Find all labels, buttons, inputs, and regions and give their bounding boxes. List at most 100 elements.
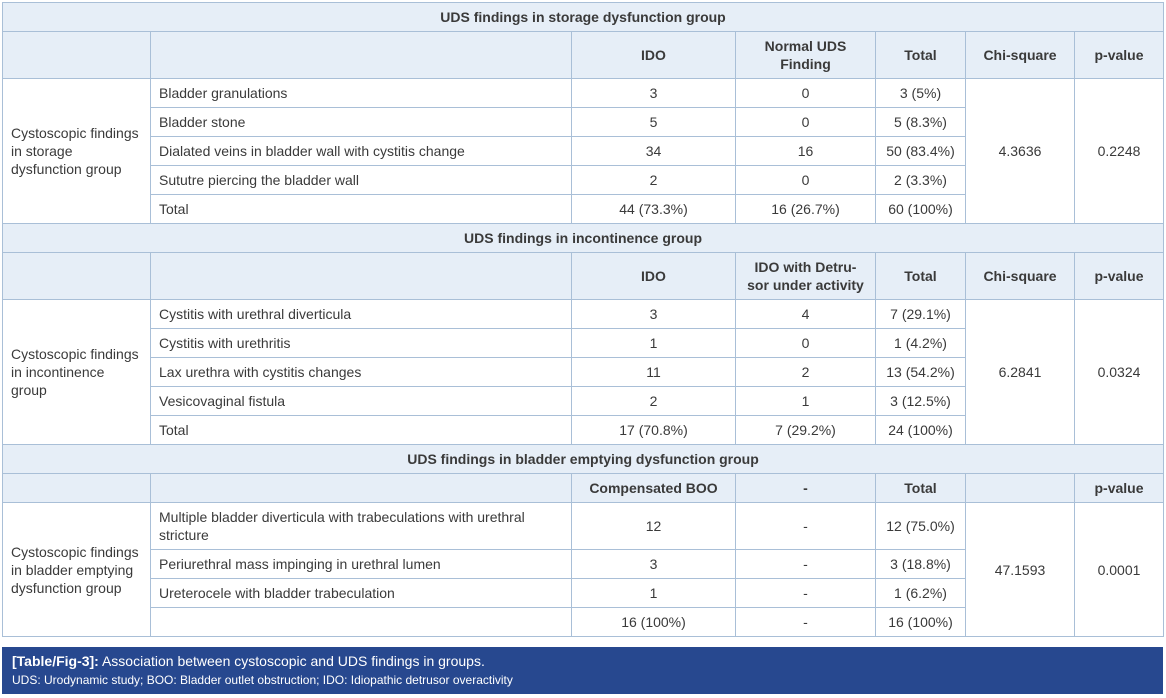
value-cell: 3 — [571, 299, 736, 329]
total-cell: 1 (6.2%) — [875, 578, 966, 608]
finding-cell: Total — [150, 415, 572, 445]
header-empty — [150, 252, 572, 300]
value-cell: 0 — [735, 328, 876, 358]
header-empty — [2, 31, 151, 79]
total-cell: 1 (4.2%) — [875, 328, 966, 358]
value-cell: 44 (73.3%) — [571, 194, 736, 224]
col-header: p-value — [1073, 31, 1165, 79]
value-cell: 2 — [735, 357, 876, 387]
group-label: Cystoscopic findings in bladder emptying… — [2, 502, 151, 637]
col-header: IDO with Detru-sor under activity — [735, 252, 876, 300]
table-row: Sututre piercing the bladder wall 2 0 2 … — [3, 165, 1164, 195]
finding-cell: Total — [150, 194, 572, 224]
value-cell: 12 — [571, 502, 736, 550]
value-cell: 5 — [571, 107, 736, 137]
chi-square-value: 4.3636 — [965, 78, 1075, 224]
value-cell: 17 (70.8%) — [571, 415, 736, 445]
total-cell: 16 (100%) — [875, 607, 966, 637]
value-cell: 1 — [571, 328, 736, 358]
total-cell: 3 (5%) — [875, 78, 966, 108]
col-header: Total — [875, 31, 966, 79]
total-cell: 24 (100%) — [875, 415, 966, 445]
value-cell: 16 (100%) — [571, 607, 736, 637]
header-row: IDO Normal UDS Finding Total Chi-square … — [2, 31, 1165, 79]
total-cell: 5 (8.3%) — [875, 107, 966, 137]
section-title-row: UDS findings in storage dysfunction grou… — [1, 2, 1165, 32]
finding-cell — [150, 607, 572, 637]
value-cell: 3 — [571, 549, 736, 579]
table-row: Vesicovaginal fistula 2 1 3 (12.5%) — [3, 386, 1164, 416]
value-cell: 1 — [735, 386, 876, 416]
group-label: Cystoscopic findings in storage dysfunct… — [2, 78, 151, 224]
col-header — [965, 473, 1075, 503]
table-row: Dialated veins in bladder wall with cyst… — [3, 136, 1164, 166]
col-header: - — [735, 473, 876, 503]
col-header: IDO — [571, 252, 736, 300]
chi-square-value: 6.2841 — [965, 299, 1075, 445]
section-title-row: UDS findings in incontinence group — [1, 223, 1165, 253]
col-header: p-value — [1073, 252, 1165, 300]
total-row: Total 44 (73.3%) 16 (26.7%) 60 (100%) — [3, 194, 1164, 224]
total-row: 16 (100%) - 16 (100%) — [3, 607, 1164, 637]
caption-label: [Table/Fig-3]: — [12, 653, 99, 669]
caption-text: Association between cystoscopic and UDS … — [98, 653, 485, 669]
value-cell: 0 — [735, 107, 876, 137]
total-cell: 12 (75.0%) — [875, 502, 966, 550]
total-cell: 7 (29.1%) — [875, 299, 966, 329]
finding-cell: Ureterocele with bladder trabeculation — [150, 578, 572, 608]
value-cell: 3 — [571, 78, 736, 108]
table-row: Cystitis with urethritis 1 0 1 (4.2%) — [3, 328, 1164, 358]
value-cell: 2 — [571, 165, 736, 195]
section-title: UDS findings in bladder emptying dysfunc… — [1, 444, 1165, 474]
caption-title: [Table/Fig-3]: Association between cysto… — [12, 652, 1153, 671]
header-empty — [150, 31, 572, 79]
col-header: Chi-square — [965, 31, 1075, 79]
finding-cell: Cystitis with urethral diverticula — [150, 299, 572, 329]
total-cell: 50 (83.4%) — [875, 136, 966, 166]
col-header: Normal UDS Finding — [735, 31, 876, 79]
total-cell: 60 (100%) — [875, 194, 966, 224]
table-row: Ureterocele with bladder trabeculation 1… — [3, 578, 1164, 608]
header-empty — [150, 473, 572, 503]
section-title: UDS findings in incontinence group — [1, 223, 1165, 253]
finding-cell: Lax urethra with cystitis changes — [150, 357, 572, 387]
value-cell: - — [735, 549, 876, 579]
finding-cell: Bladder granulations — [150, 78, 572, 108]
value-cell: 1 — [571, 578, 736, 608]
finding-cell: Periurethral mass impinging in urethral … — [150, 549, 572, 579]
table-row: Cystoscopic findings in incontinence gro… — [2, 299, 1165, 445]
value-cell: 7 (29.2%) — [735, 415, 876, 445]
total-cell: 13 (54.2%) — [875, 357, 966, 387]
table-row: Bladder stone 5 0 5 (8.3%) — [3, 107, 1164, 137]
finding-cell: Bladder stone — [150, 107, 572, 137]
table-row: Lax urethra with cystitis changes 11 2 1… — [3, 357, 1164, 387]
value-cell: - — [735, 502, 876, 550]
section-title: UDS findings in storage dysfunction grou… — [1, 2, 1165, 32]
col-header: Total — [875, 473, 966, 503]
total-cell: 3 (18.8%) — [875, 549, 966, 579]
value-cell: 0 — [735, 78, 876, 108]
total-row: Total 17 (70.8%) 7 (29.2%) 24 (100%) — [3, 415, 1164, 445]
col-header: Compensated BOO — [571, 473, 736, 503]
value-cell: 16 (26.7%) — [735, 194, 876, 224]
table-caption: [Table/Fig-3]: Association between cysto… — [2, 647, 1163, 694]
results-table: UDS findings in storage dysfunction grou… — [1, 2, 1165, 637]
table-row: Cystoscopic findings in storage dysfunct… — [2, 78, 1165, 224]
header-empty — [2, 473, 151, 503]
finding-cell: Cystitis with urethritis — [150, 328, 572, 358]
finding-cell: Dialated veins in bladder wall with cyst… — [150, 136, 572, 166]
header-empty — [2, 252, 151, 300]
value-cell: 2 — [571, 386, 736, 416]
value-cell: - — [735, 578, 876, 608]
finding-cell: Multiple bladder diverticula with trabec… — [150, 502, 572, 550]
value-cell: 11 — [571, 357, 736, 387]
caption-abbreviations: UDS: Urodynamic study; BOO: Bladder outl… — [12, 673, 513, 687]
p-value: 0.0001 — [1073, 502, 1165, 637]
col-header: IDO — [571, 31, 736, 79]
header-row: Compensated BOO - Total p-value — [2, 473, 1165, 503]
total-cell: 3 (12.5%) — [875, 386, 966, 416]
header-row: IDO IDO with Detru-sor under activity To… — [2, 252, 1165, 300]
group-label: Cystoscopic findings in incontinence gro… — [2, 299, 151, 445]
col-header: p-value — [1073, 473, 1165, 503]
